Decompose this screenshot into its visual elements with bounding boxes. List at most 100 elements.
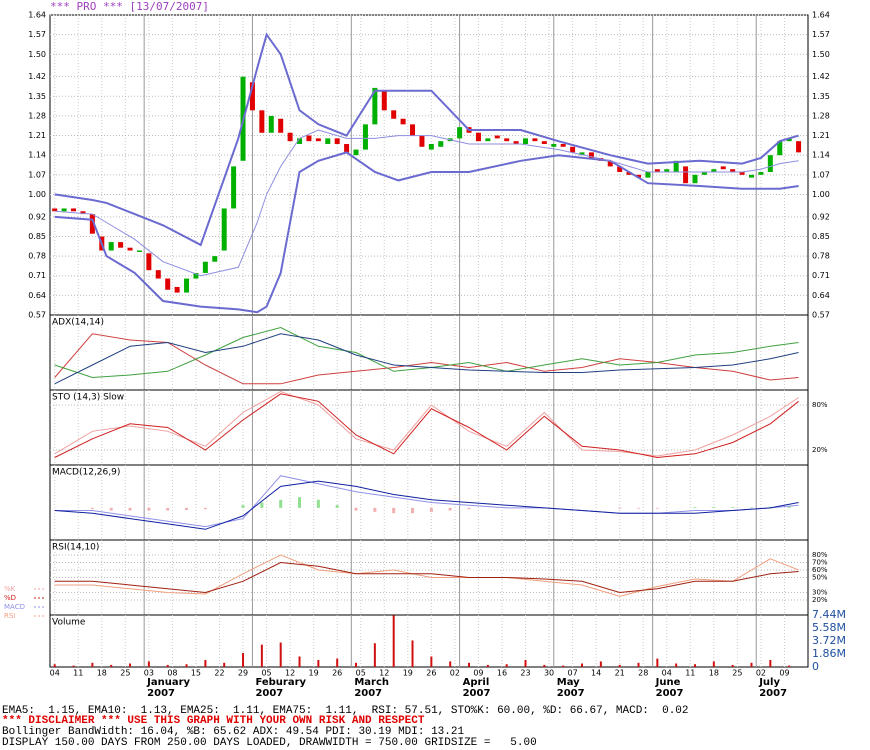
- candle-body: [777, 141, 783, 156]
- histogram-bar: [693, 507, 697, 508]
- volume-bar: [731, 664, 734, 667]
- candle-body: [381, 90, 387, 111]
- histogram-bar: [128, 507, 132, 511]
- candle-body: [428, 143, 434, 150]
- indicator-line: [54, 393, 799, 459]
- candle-body: [278, 118, 284, 133]
- y-tick-label: 1.35: [812, 92, 830, 101]
- candle-body: [146, 253, 152, 271]
- y-tick-label: 1.21: [28, 131, 46, 140]
- indicator-line: [54, 561, 799, 594]
- candle-body: [334, 138, 340, 144]
- x-tick-label: 19: [309, 669, 319, 678]
- y-tick-label: 80%: [812, 401, 828, 409]
- y-tick-label: 1.07: [812, 170, 830, 179]
- candle-body: [127, 247, 133, 251]
- histogram-bar: [448, 507, 452, 511]
- legend-label: %K: [4, 585, 16, 593]
- candle-body: [786, 138, 792, 142]
- candle-body: [249, 82, 255, 111]
- x-tick-label: 09: [473, 669, 483, 678]
- volume-bar: [53, 664, 56, 667]
- volume-bar: [355, 662, 358, 667]
- candle-body: [758, 172, 764, 175]
- volume-bar: [336, 658, 339, 667]
- y-tick-label: 1.86M: [812, 647, 846, 660]
- histogram-bar: [185, 507, 189, 510]
- histogram-bar: [279, 499, 283, 508]
- candle-body: [701, 172, 707, 175]
- histogram-bar: [392, 507, 396, 514]
- volume-bar: [242, 653, 245, 667]
- candle-body: [645, 172, 651, 178]
- candle-body: [796, 141, 802, 153]
- histogram-bar: [373, 507, 377, 512]
- y-tick-label: 0.71: [812, 271, 830, 280]
- y-tick-label: 70%: [812, 559, 828, 567]
- y-tick-label: 1.64: [28, 11, 46, 20]
- y-tick-label: 0.78: [28, 252, 46, 261]
- legend-label: MACD: [4, 603, 25, 611]
- y-tick-label: 1.00: [28, 190, 46, 199]
- month-label: March: [354, 677, 389, 688]
- candle-body: [372, 87, 378, 125]
- month-label: January: [146, 677, 190, 688]
- y-tick-label: 1.64: [812, 11, 830, 20]
- histogram-bar: [241, 505, 245, 508]
- volume-bar: [524, 660, 527, 667]
- x-tick-label: 12: [285, 669, 295, 678]
- y-tick-label: 30%: [812, 589, 828, 597]
- volume-bar: [769, 660, 772, 667]
- candle-body: [391, 110, 397, 119]
- candle-body: [325, 138, 331, 144]
- histogram-bar: [750, 507, 754, 508]
- volume-bar: [618, 664, 621, 667]
- candle-body: [532, 138, 538, 142]
- x-tick-label: 26: [426, 669, 436, 678]
- candle-body: [664, 169, 670, 173]
- histogram-bar: [354, 507, 358, 511]
- x-tick-label: 18: [97, 669, 107, 678]
- candle-body: [654, 169, 660, 173]
- x-tick-label: 16: [497, 669, 507, 678]
- volume-bar: [260, 644, 263, 667]
- legend-label: %D: [4, 594, 16, 602]
- band-line: [54, 32, 799, 247]
- candle-body: [344, 143, 350, 153]
- candle-body: [410, 124, 416, 136]
- candle-body: [155, 270, 161, 279]
- year-label: 2007: [656, 688, 684, 699]
- histogram-bar: [618, 507, 622, 509]
- x-tick-label: 07: [568, 669, 578, 678]
- x-tick-label: 03: [144, 669, 154, 678]
- y-tick-label: 1.50: [28, 50, 46, 59]
- volume-bar: [486, 664, 489, 667]
- candle-body: [711, 169, 717, 173]
- candle-body: [673, 160, 679, 173]
- candle-body: [560, 143, 566, 147]
- y-tick-label: 0: [812, 660, 819, 673]
- y-tick-label: 3.72M: [812, 634, 846, 647]
- candle-body: [767, 155, 773, 173]
- disclaimer: *** DISCLAIMER *** USE THIS GRAPH WITH Y…: [2, 715, 425, 727]
- volume-bar: [599, 661, 602, 667]
- year-label: 2007: [463, 688, 491, 699]
- candle-body: [636, 174, 642, 178]
- histogram-bar: [298, 497, 302, 508]
- candle-body: [626, 172, 632, 175]
- candle-body: [212, 256, 218, 262]
- x-tick-label: 15: [191, 669, 201, 678]
- x-tick-label: 21: [615, 669, 625, 678]
- year-label: 2007: [255, 688, 283, 699]
- volume-bar: [298, 656, 301, 667]
- panel-title: Volume: [52, 618, 86, 628]
- display-summary: DISPLAY 150.00 DAYS FROM 250.00 DAYS LOA…: [2, 737, 537, 749]
- y-tick-label: 0.57: [812, 311, 830, 320]
- candle-body: [118, 242, 124, 248]
- indicator-line: [54, 333, 799, 385]
- volume-bar: [72, 665, 75, 667]
- candle-body: [720, 166, 726, 170]
- x-tick-label: 04: [50, 669, 60, 678]
- histogram-bar: [109, 507, 113, 511]
- y-tick-label: 1.28: [812, 111, 830, 120]
